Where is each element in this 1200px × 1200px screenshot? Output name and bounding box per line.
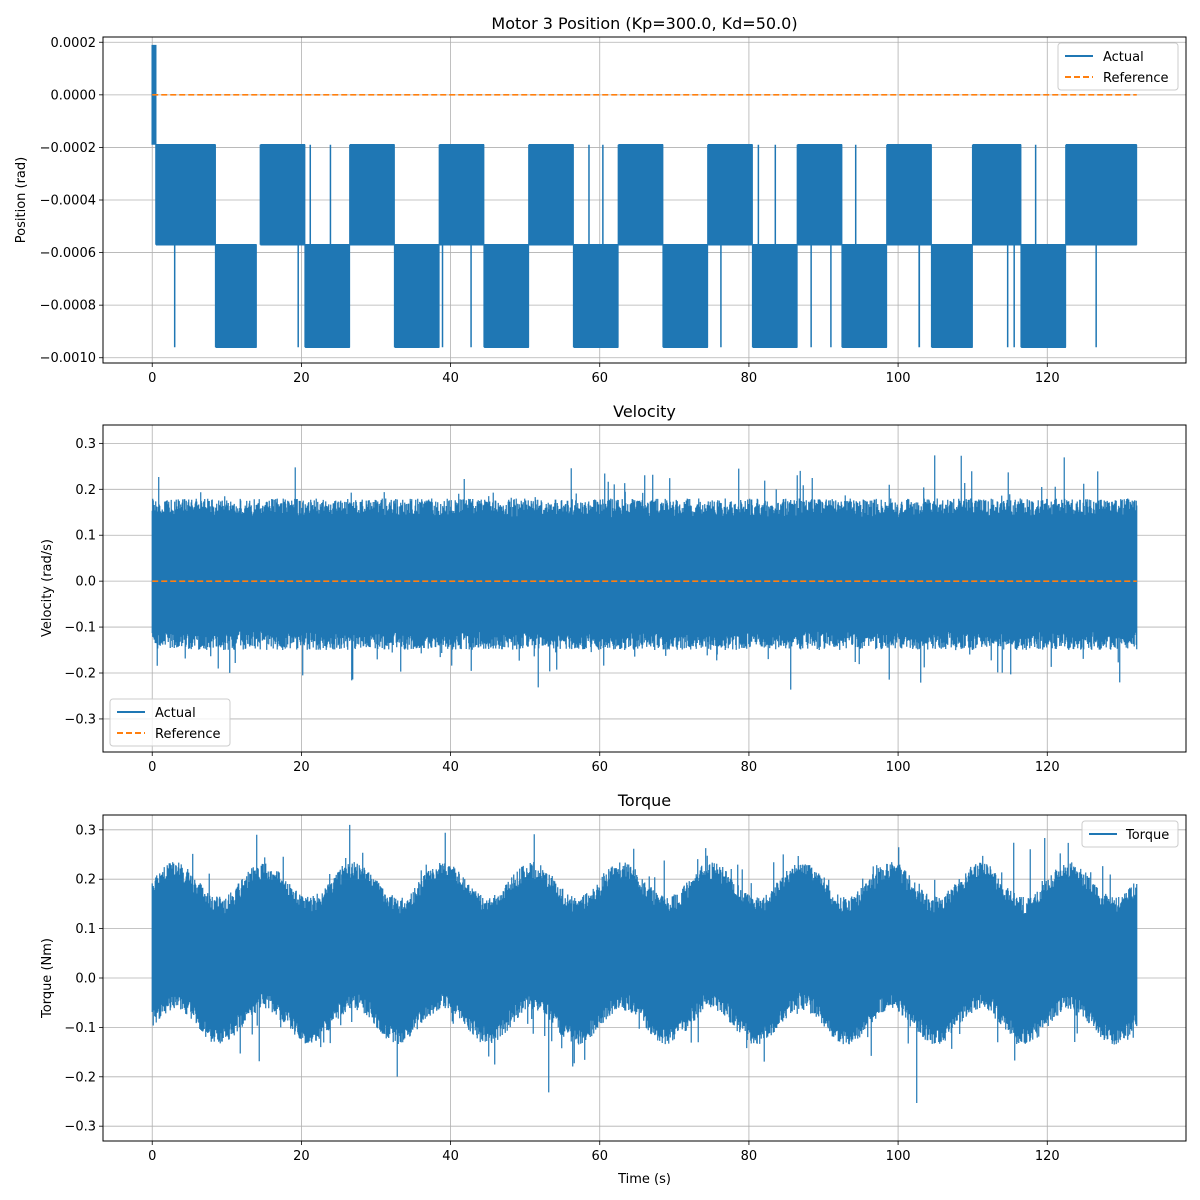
velocity-xtick-label: 100 [886,760,911,775]
velocity-ytick-label: −0.2 [64,667,96,682]
velocity-ytick-label: 0.3 [75,437,96,452]
torque-ylabel: Torque (Nm) [40,938,55,1019]
torque-xtick-label: 60 [591,1149,608,1164]
position-legend: Actual Reference [1058,43,1178,90]
position-ytick-label: 0.0000 [51,88,97,103]
velocity-ytick-label: 0.2 [75,483,96,498]
torque-xtick-label: 40 [442,1149,459,1164]
velocity-xtick-label: 60 [591,760,608,775]
velocity-ylabel: Velocity (rad/s) [40,539,55,637]
position-xtick-label: 0 [148,371,156,386]
position-legend-reference-label: Reference [1103,71,1168,86]
velocity-xtick-label: 20 [293,760,310,775]
velocity-xtick-label: 0 [148,760,156,775]
position-xtick-label: 100 [886,371,911,386]
velocity-legend-reference-label: Reference [155,727,220,742]
position-ytick-label: −0.0002 [40,141,96,156]
torque-xtick-label: 0 [148,1149,156,1164]
torque-ytick-label: −0.2 [64,1070,96,1085]
position-ytick-label: −0.0010 [40,351,96,366]
position-ylabel: Position (rad) [14,157,29,243]
position-xtick-label: 60 [591,371,608,386]
torque-xtick-label: 20 [293,1149,310,1164]
velocity-xtick-label: 120 [1035,760,1060,775]
torque-xtick-label: 80 [741,1149,758,1164]
position-ytick-label: −0.0006 [40,246,96,261]
torque-ytick-label: −0.3 [64,1120,96,1135]
position-legend-actual-label: Actual [1103,50,1144,65]
torque-ytick-label: 0.3 [75,823,96,838]
torque-legend: Torque [1082,821,1178,847]
velocity-title: Velocity [613,402,676,421]
velocity-legend-actual-label: Actual [155,706,196,721]
torque-ytick-label: 0.0 [75,972,96,987]
velocity-xtick-label: 80 [741,760,758,775]
velocity-legend: Actual Reference [110,699,230,746]
velocity-ytick-label: −0.3 [64,712,96,727]
torque-xtick-label: 120 [1035,1149,1060,1164]
torque-xlabel: Time (s) [617,1172,671,1187]
velocity-ytick-label: 0.1 [75,529,96,544]
torque-ytick-label: −0.1 [64,1021,96,1036]
torque-xtick-label: 100 [886,1149,911,1164]
torque-title: Torque [617,791,671,810]
position-ytick-label: −0.0008 [40,299,96,314]
torque-legend-torque-label: Torque [1125,828,1169,843]
position-ytick-label: −0.0004 [40,194,96,209]
position-xtick-label: 120 [1035,371,1060,386]
position-xtick-label: 80 [741,371,758,386]
torque-ytick-label: 0.2 [75,873,96,888]
position-title: Motor 3 Position (Kp=300.0, Kd=50.0) [491,14,797,33]
position-xtick-label: 20 [293,371,310,386]
velocity-ytick-label: 0.0 [75,575,96,590]
velocity-xtick-label: 40 [442,760,459,775]
position-xtick-label: 40 [442,371,459,386]
torque-ytick-label: 0.1 [75,922,96,937]
position-ytick-label: 0.0002 [51,36,97,51]
velocity-ytick-label: −0.1 [64,621,96,636]
